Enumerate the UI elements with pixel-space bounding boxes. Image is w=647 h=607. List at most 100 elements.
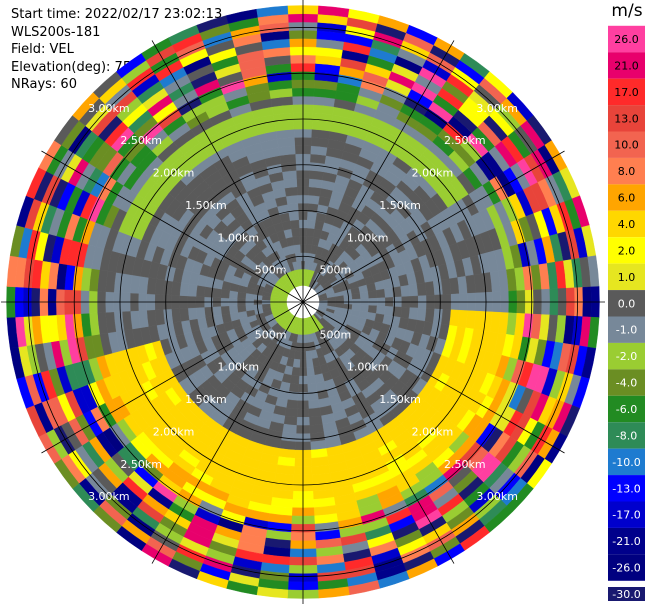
azimuth-spoke	[41, 301, 304, 454]
velocity-gate	[416, 282, 427, 297]
range-ring-label: 3.00km	[476, 490, 518, 503]
range-ring-label: 2.50km	[444, 134, 486, 147]
range-ring-label: 500m	[319, 328, 351, 341]
colorbar-tick-label: 21.0	[614, 59, 639, 72]
velocity-gate	[375, 288, 386, 299]
range-ring-label: 3.00km	[88, 102, 130, 115]
range-ring-label: 1.50km	[185, 393, 227, 406]
colorbar-tick-label: -21.0	[612, 535, 640, 548]
range-ring-label: 3.00km	[88, 490, 130, 503]
velocity-gate	[282, 423, 297, 434]
velocity-gate	[308, 407, 322, 418]
velocity-gate	[400, 285, 411, 298]
velocity-gate	[432, 279, 444, 296]
velocity-gate	[171, 308, 182, 323]
velocity-gate	[432, 308, 444, 325]
velocity-gate	[212, 287, 222, 298]
colorbar-unit: m/s	[611, 1, 642, 21]
velocity-gate	[179, 307, 190, 322]
colorbar-tick-label: 10.0	[614, 139, 639, 152]
range-ring-label: 1.00km	[217, 231, 259, 244]
velocity-gate	[280, 161, 297, 173]
azimuth-spokes	[1, 0, 605, 604]
colorbar-tick-labels: 26.0 21.0 17.0 13.0 10.0 8.0 6.0 4.0 2.0 1.0 0.0 -1…	[612, 33, 640, 601]
colorbar-block	[608, 501, 645, 528]
velocity-gate	[289, 219, 300, 230]
colorbar-block	[608, 316, 645, 343]
colorbar-block	[608, 395, 645, 423]
colorbar-tick-label: 1.0	[618, 271, 636, 284]
colorbar-block	[608, 52, 645, 79]
velocity-gate	[289, 374, 300, 385]
colorbar-blocks	[608, 25, 645, 601]
velocity-gate	[162, 279, 174, 296]
velocity-gate	[400, 306, 411, 319]
range-ring-label: 2.00km	[153, 167, 195, 180]
colorbar-tick-label: -10.0	[612, 456, 640, 469]
colorbar-block	[608, 422, 645, 449]
velocity-gate	[288, 383, 299, 393]
range-ring-label: 1.50km	[379, 393, 421, 406]
nrays-label: NRays: 60	[11, 77, 77, 92]
velocity-gate	[283, 178, 298, 189]
velocity-gate	[306, 366, 315, 377]
velocity-gate	[424, 308, 435, 323]
colorbar-block	[608, 157, 645, 185]
colorbar-tick-label: -13.0	[612, 482, 640, 495]
range-ring-label: 500m	[255, 328, 287, 341]
colorbar-block	[608, 587, 645, 601]
colorbar-block	[608, 369, 645, 396]
velocity-gate	[307, 211, 318, 221]
velocity-gate	[359, 291, 370, 300]
range-ring-label: 2.50km	[120, 134, 162, 147]
velocity-gate	[179, 282, 190, 297]
azimuth-spoke	[302, 150, 565, 303]
colorbar-tick-label: 2.0	[618, 244, 636, 257]
velocity-gate	[284, 407, 298, 418]
colorbar-block	[608, 131, 645, 158]
range-ring-label: 2.00km	[412, 167, 454, 180]
colorbar-tick-label: 6.0	[618, 192, 636, 205]
velocity-gate	[309, 161, 326, 173]
colorbar-tick-label: -30.0	[612, 588, 640, 601]
velocity-gate	[256, 5, 289, 18]
start-time-label: Start time: 2022/02/17 23:02:13	[11, 7, 223, 22]
velocity-gate	[212, 306, 222, 317]
velocity-gate	[286, 194, 299, 205]
velocity-gate	[367, 290, 378, 299]
velocity-gate	[307, 383, 318, 393]
velocity-gate	[306, 374, 317, 385]
instrument-label: WLS200s-181	[11, 24, 101, 40]
range-ring-labels: 500m 500m 500m 500m 1.00km 1.00km 1.00km 1.00km…	[88, 102, 518, 503]
range-ring-label: 3.00km	[476, 102, 518, 115]
info-panel: Start time: 2022/02/17 23:02:13 WLS200s-…	[11, 6, 222, 94]
range-ring-label: 500m	[319, 264, 351, 277]
velocity-gate	[375, 305, 386, 316]
velocity-gates	[6, 5, 600, 599]
range-ring-label: 1.00km	[347, 361, 389, 374]
colorbar-tick-label: -4.0	[616, 377, 637, 390]
velocity-gate	[187, 283, 198, 297]
velocity-gate	[187, 307, 198, 321]
velocity-gate	[351, 292, 361, 300]
velocity-gate	[308, 178, 323, 189]
velocity-gate	[307, 194, 320, 205]
velocity-gate	[384, 287, 394, 298]
velocity-gate	[305, 358, 314, 369]
velocity-gate	[220, 305, 231, 316]
range-ring-label: 2.50km	[444, 458, 486, 471]
colorbar-block	[608, 25, 645, 53]
elevation-label: Elevation(deg): 75.00	[11, 59, 152, 75]
range-ring-label: 2.00km	[412, 425, 454, 438]
velocity-gate	[309, 431, 326, 443]
azimuth-spoke	[302, 301, 565, 454]
colorbar: m/s 26.0 21.0 17.0 13.0 10.0 8.0 6.0 4.0 2.0 1.0 0…	[608, 1, 645, 601]
colorbar-block	[608, 184, 645, 211]
velocity-gate	[408, 283, 419, 297]
colorbar-tick-label: 13.0	[614, 112, 639, 125]
colorbar-block	[608, 475, 645, 502]
velocity-gate	[245, 304, 255, 312]
azimuth-spoke	[151, 40, 304, 303]
velocity-gate	[171, 281, 182, 296]
colorbar-tick-label: 26.0	[614, 33, 639, 46]
